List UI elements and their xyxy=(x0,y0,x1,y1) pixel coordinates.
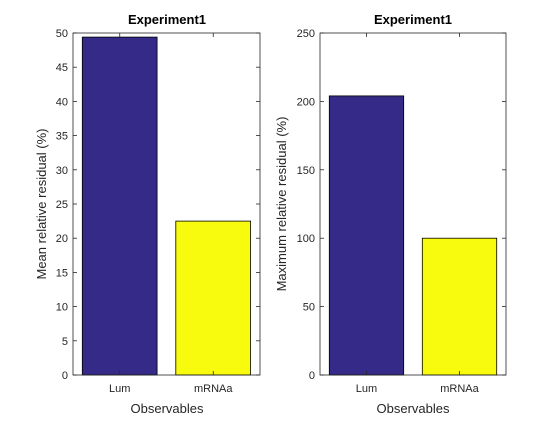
x-axis-label: Observables xyxy=(377,401,450,416)
y-tick-label: 150 xyxy=(297,165,315,177)
bar-mrnaa xyxy=(175,220,252,376)
axes-box xyxy=(319,32,507,376)
y-axis-label: Maximum relative residual (%) xyxy=(274,117,289,292)
bar-lum xyxy=(81,36,158,376)
y-tick-label: 200 xyxy=(297,96,315,108)
subplot-max-residual: Experiment1 0 50 100 150 200 250 Lum mRNAa Obse… xyxy=(274,12,507,416)
y-tick-label: 20 xyxy=(56,233,68,245)
y-tick-label: 5 xyxy=(62,336,68,348)
bar-mrnaa xyxy=(421,237,498,376)
x-tick-label: mRNAa xyxy=(440,383,479,395)
bar-lum xyxy=(328,95,405,376)
x-tick-label: Lum xyxy=(109,383,130,395)
x-tick-label: Lum xyxy=(356,383,377,395)
y-tick-label: 10 xyxy=(56,302,68,314)
chart-title: Experiment1 xyxy=(128,12,206,27)
y-tick-label: 30 xyxy=(56,165,68,177)
y-axis-label: Mean relative residual (%) xyxy=(34,128,49,279)
y-tick-label: 40 xyxy=(56,96,68,108)
y-tick-label: 15 xyxy=(56,267,68,279)
subplot-mean-residual: Experiment1 0 5 10 15 20 25 30 35 40 45 50 Lum mRNAa… xyxy=(34,12,261,416)
plot-area: 0 50 100 150 200 250 Lum mRNAa xyxy=(297,28,507,395)
y-tick-label: 0 xyxy=(309,370,315,382)
x-axis-label: Observables xyxy=(131,401,204,416)
y-tick-label: 50 xyxy=(303,302,315,314)
x-tick-label: mRNAa xyxy=(194,383,233,395)
y-tick-label: 25 xyxy=(56,199,68,211)
chart-title: Experiment1 xyxy=(374,12,452,27)
y-tick-label: 0 xyxy=(62,370,68,382)
y-tick-label: 250 xyxy=(297,28,315,40)
y-tick-label: 100 xyxy=(297,233,315,245)
y-tick-label: 35 xyxy=(56,131,68,143)
plot-area: 0 5 10 15 20 25 30 35 40 45 50 Lum mRNAa xyxy=(56,28,261,395)
y-tick-label: 50 xyxy=(56,28,68,40)
y-tick-label: 45 xyxy=(56,62,68,74)
